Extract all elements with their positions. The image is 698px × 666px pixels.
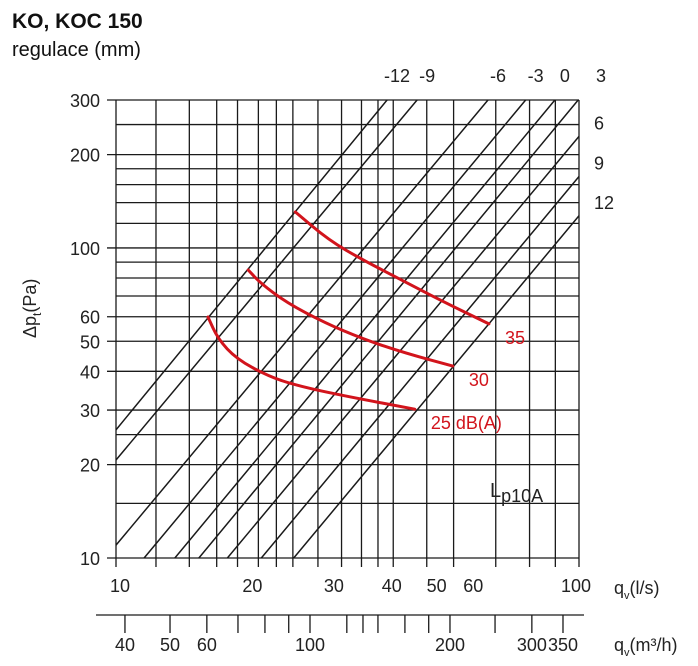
regulation-line — [174, 99, 556, 559]
regulation-line — [115, 99, 388, 431]
x-tick-label: 40 — [382, 576, 402, 596]
noise-curve-label: 30 — [469, 370, 489, 390]
regulation-label: 6 — [594, 113, 604, 133]
grid — [96, 99, 584, 633]
x2-tick-label: 350 — [548, 635, 578, 655]
regulation-label: 0 — [560, 66, 570, 86]
y-axis-title: Δpt(Pa) — [20, 279, 44, 338]
noise-curve — [206, 315, 417, 411]
x-tick-label: 60 — [463, 576, 483, 596]
noise-curves — [206, 210, 491, 411]
x2-tick-label: 300 — [517, 635, 547, 655]
y-tick-label: 20 — [80, 456, 100, 476]
regulation-label: -6 — [490, 66, 506, 86]
x-tick-label: 30 — [324, 576, 344, 596]
x2-tick-label: 200 — [435, 635, 465, 655]
noise-curve — [246, 268, 455, 368]
x-tick-label: 20 — [242, 576, 262, 596]
regulation-label: 12 — [594, 193, 614, 213]
chart-subtitle: regulace (mm) — [12, 39, 141, 61]
x2-axis-title: qv(m³/h) — [614, 635, 678, 659]
noise-curve-label: 25 dB(A) — [431, 413, 502, 433]
regulation-line — [143, 99, 527, 559]
noise-curve — [293, 210, 491, 326]
chart-title: KO, KOC 150 — [12, 10, 143, 33]
x2-tick-label: 50 — [160, 635, 180, 655]
regulation-label: -12 — [384, 66, 410, 86]
x2-tick-label: 40 — [115, 635, 135, 655]
regulation-line — [260, 176, 580, 559]
regulation-lines — [115, 99, 580, 559]
x-tick-label: 100 — [561, 576, 591, 596]
regulation-line — [293, 215, 580, 559]
noise-series-title: Lp10A — [490, 480, 543, 506]
x-tick-label: 10 — [110, 576, 130, 596]
y-tick-label: 100 — [70, 239, 100, 259]
y-tick-label: 50 — [80, 332, 100, 352]
regulation-label: -3 — [528, 66, 544, 86]
regulation-label: -9 — [419, 66, 435, 86]
regulation-label: 3 — [596, 66, 606, 86]
y-tick-label: 10 — [80, 549, 100, 569]
regulation-line — [115, 99, 418, 461]
x2-tick-label: 60 — [197, 635, 217, 655]
x2-tick-label: 100 — [295, 635, 325, 655]
regulation-line — [226, 135, 580, 559]
regulation-line — [115, 99, 489, 546]
regulation-line — [198, 99, 579, 559]
regulation-label: 9 — [594, 153, 604, 173]
x-axis-title: qv(l/s) — [614, 578, 660, 602]
y-tick-label: 200 — [70, 146, 100, 166]
noise-curve-label: 35 — [505, 328, 525, 348]
y-tick-label: 30 — [80, 401, 100, 421]
x-tick-label: 50 — [427, 576, 447, 596]
y-tick-label: 40 — [80, 362, 100, 382]
y-tick-label: 300 — [70, 91, 100, 111]
y-tick-label: 60 — [80, 308, 100, 328]
